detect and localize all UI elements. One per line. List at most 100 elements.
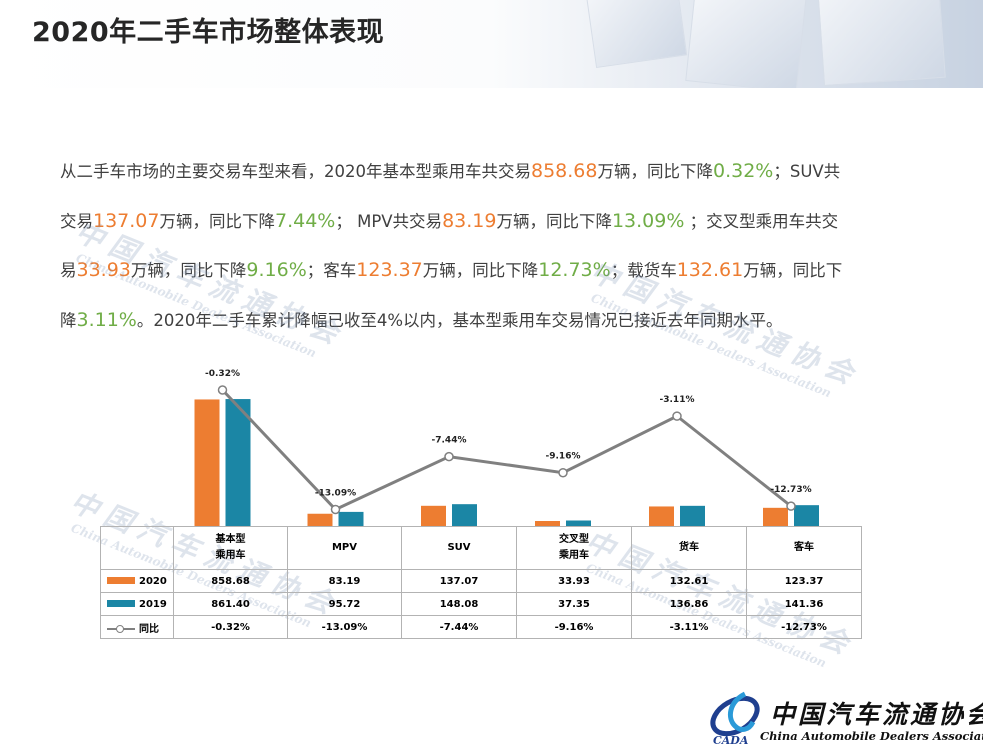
decorative-cube: [685, 0, 807, 88]
table-cell: -0.32%: [173, 615, 288, 639]
bar-2020-0: [194, 399, 220, 526]
bar-2020-3: [535, 520, 560, 526]
paragraph-text: ；交叉型乘用车共交易: [60, 211, 839, 281]
page-title: 2020年二手车市场整体表现: [32, 17, 385, 48]
highlight-value: 83.19: [442, 209, 497, 232]
cada-logo: CADA: [710, 691, 760, 747]
yoy-point-0: [217, 385, 228, 395]
category-label: 交叉型: [559, 534, 589, 545]
paragraph-text: 万辆，同比下降: [597, 162, 713, 181]
summary-paragraph: 从二手车市场的主要交易车型来看，2020年基本型乘用车共交易858.68万辆，同…: [60, 147, 850, 345]
logo-chinese-name: 中国汽车流通协会: [770, 700, 983, 729]
yoy-label-1: -13.09%: [315, 488, 356, 498]
paragraph-text: ；SUV共交易: [60, 162, 841, 231]
table-cell: -3.11%: [631, 615, 747, 639]
chart-data-table: 基本型乘用车 MPV SUV 交叉型乘用车 货车 客车 2020 858.68 83.19 137…: [100, 526, 862, 639]
table-cell: 861.40: [173, 592, 288, 616]
yoy-line: [221, 388, 792, 512]
category-label: 乘用车: [559, 550, 589, 561]
header-banner: 2020年二手车市场整体表现: [0, 0, 983, 88]
yoy-point-1: [330, 504, 341, 515]
bar-2019-4: [680, 505, 705, 526]
yoy-label-2: -7.44%: [432, 436, 467, 446]
paragraph-text: ；客车: [306, 261, 357, 280]
bar-2019-1: [338, 511, 364, 526]
bar-2019-2: [452, 504, 477, 526]
category-header: 基本型 乘用车: [173, 526, 288, 570]
legend-label: 2019: [139, 598, 167, 610]
table-row: 2020 858.68 83.19 137.07 33.93 132.61 123.37: [100, 569, 862, 593]
decorative-cube: [816, 0, 946, 87]
logo-english-name: China Automobile Dealers Association: [760, 729, 983, 743]
legend-key: [107, 577, 135, 584]
bar-2020-2: [421, 505, 446, 526]
bar-2019-0: [225, 399, 251, 526]
table-cell: 858.68: [173, 569, 288, 593]
yoy-point-4: [672, 411, 682, 421]
yoy-point-2: [444, 451, 454, 462]
table-cell: 33.93: [516, 569, 632, 593]
table-cell: 136.86: [631, 592, 747, 616]
legend-label: 同比: [139, 623, 159, 635]
paragraph-text: ； MPV共交易: [335, 211, 443, 231]
legend-key: [107, 624, 135, 633]
highlight-value: 33.93: [76, 259, 131, 281]
table-cell: 83.19: [287, 569, 402, 593]
yoy-point-3: [558, 467, 568, 478]
legend-key: [107, 600, 135, 607]
highlight-value: 132.61: [676, 259, 744, 281]
highlight-percent: 0.32%: [712, 160, 774, 182]
table-cell: -13.09%: [287, 615, 402, 639]
table-cell: 141.36: [746, 592, 862, 616]
category-label: SUV: [447, 542, 471, 553]
table-row: 同比 -0.32% -13.09% -7.44% -9.16% -3.11% -12.73%: [100, 615, 862, 639]
table-row: 2019 861.40 95.72 148.08 37.35 136.86 141.36: [100, 592, 862, 616]
bar-2020-4: [649, 506, 674, 526]
table-cell: 137.07: [401, 569, 517, 593]
table-cell: 132.61: [631, 569, 747, 593]
highlight-percent: 13.09%: [611, 209, 685, 232]
table-cell: 37.35: [516, 592, 632, 616]
bar-2020-5: [763, 507, 788, 526]
bar-2020-1: [307, 513, 333, 526]
table-cell: 123.37: [746, 569, 862, 593]
table-cell: 148.08: [401, 592, 517, 616]
category-label: 基本型: [215, 534, 246, 545]
legend-cell: 2020: [100, 569, 174, 593]
table-cell: -12.73%: [746, 615, 862, 639]
yoy-point-5: [786, 501, 796, 511]
decorative-cube: [584, 0, 688, 69]
category-header: SUV: [401, 526, 517, 570]
legend-label: 2020: [139, 575, 167, 587]
paragraph-text: 万辆，同比下降: [422, 261, 539, 280]
yoy-label-3: -9.16%: [546, 452, 581, 462]
logo-abbr: CADA: [713, 734, 749, 747]
yoy-label-0: -0.32%: [205, 369, 240, 379]
paragraph-text: 从二手车市场的主要交易车型来看，2020年基本型乘用车共交易: [60, 162, 531, 181]
bar-2019-5: [794, 505, 819, 526]
paragraph-text: 万辆，同比下降: [130, 261, 247, 280]
highlight-value: 123.37: [356, 259, 423, 281]
category-header: MPV: [287, 526, 402, 570]
legend-cell: 同比: [100, 615, 174, 639]
paragraph-text: 万辆，同比下降: [60, 261, 843, 330]
category-label: 货车: [679, 542, 699, 553]
category-header: 交叉型 乘用车: [516, 526, 632, 570]
category-label: 客车: [794, 542, 814, 553]
table-cell: 95.72: [287, 592, 402, 616]
legend-cell: 2019: [100, 592, 174, 616]
paragraph-text: 。2020年二手车累计降幅已收至4%以内，基本型乘用车交易情况已接近去年同期水平…: [136, 310, 783, 330]
highlight-percent: 3.11%: [76, 308, 137, 331]
table-corner: [100, 526, 174, 570]
bar-line-chart: -0.32% -13.09% -7.44% -9.16% -3.11% -12.73%: [194, 369, 819, 526]
highlight-percent: 9.16%: [246, 259, 307, 281]
paragraph-text: 万辆，同比下降: [159, 211, 275, 231]
highlight-percent: 7.44%: [274, 209, 336, 232]
category-label: 乘用车: [215, 550, 246, 561]
category-label: MPV: [331, 542, 358, 553]
category-header: 客车: [746, 526, 862, 570]
yoy-label-4: -3.11%: [660, 395, 695, 405]
highlight-value: 858.68: [531, 160, 598, 182]
table-cell: -7.44%: [401, 615, 517, 639]
bar-2019-3: [566, 520, 591, 526]
